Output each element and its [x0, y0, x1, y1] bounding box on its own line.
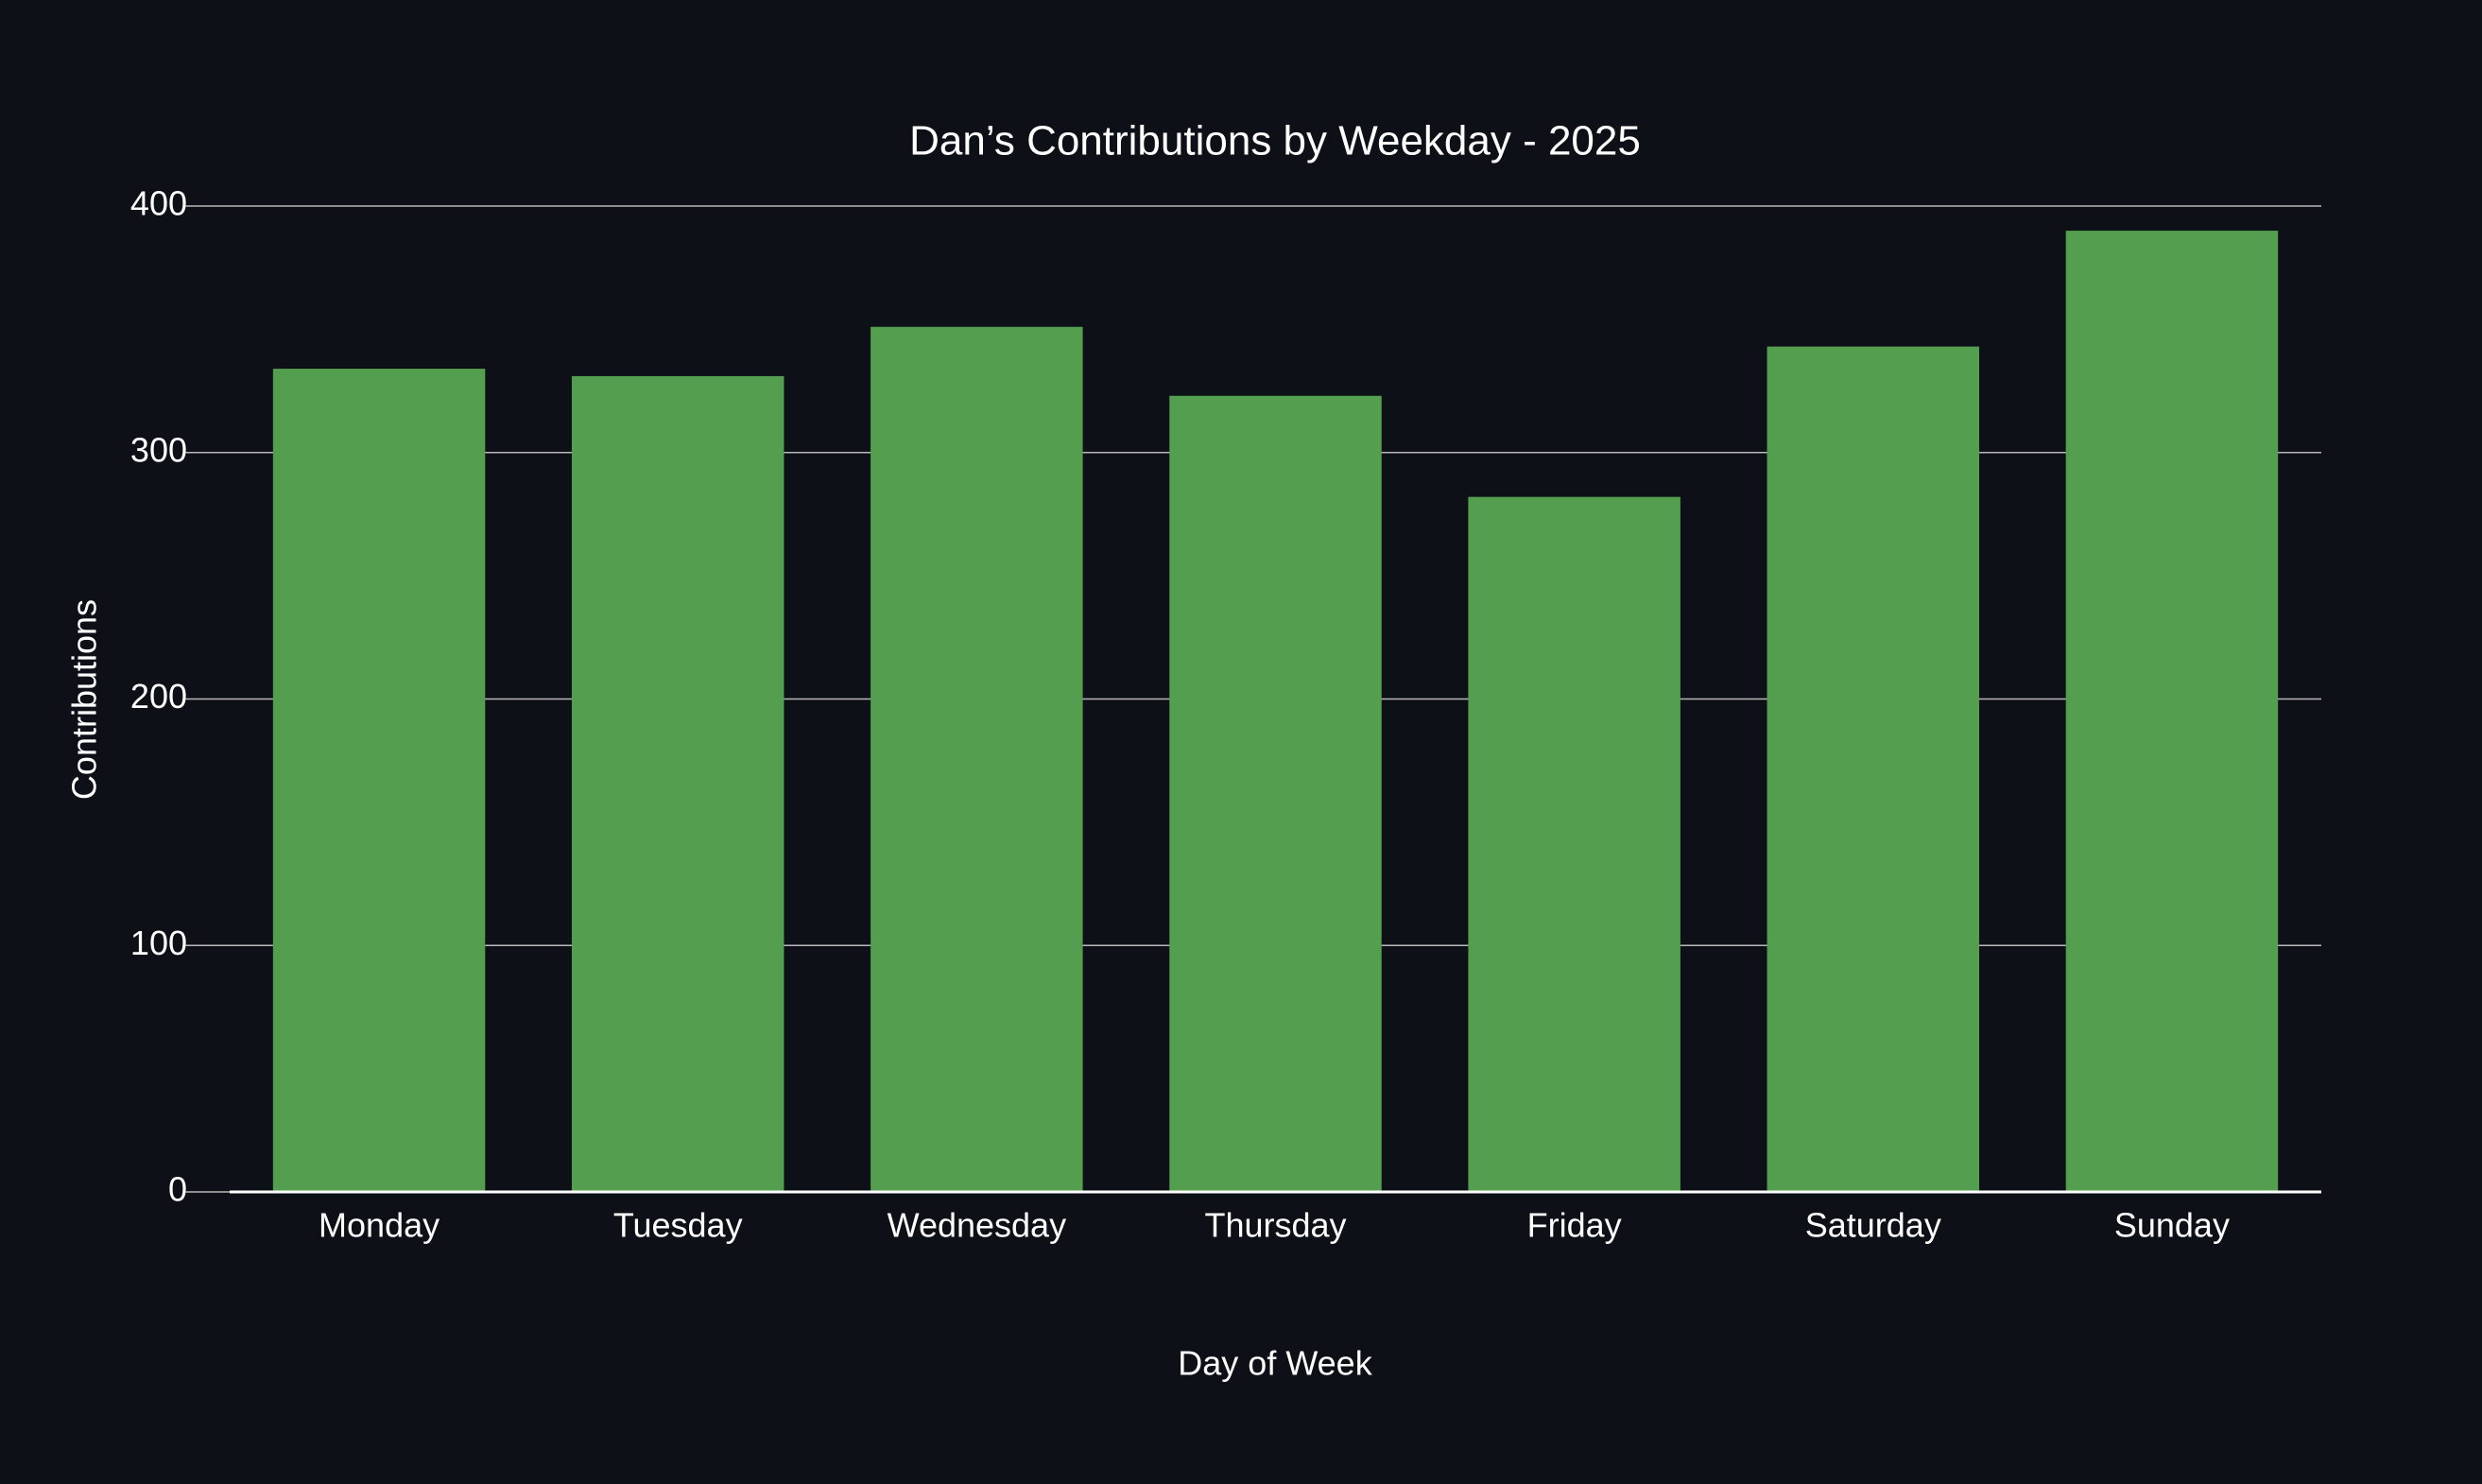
x-tick-label: Monday [319, 1206, 440, 1245]
bar [2065, 231, 2279, 1192]
x-tick-label: Wednesday [888, 1206, 1066, 1245]
bar [272, 369, 486, 1193]
x-tick-label: Saturday [1805, 1206, 1941, 1245]
bar [1169, 395, 1382, 1193]
y-tick-label: 400 [130, 184, 187, 223]
x-tick-label: Friday [1527, 1206, 1622, 1245]
chart-title: Dan’s Contributions by Weekday - 2025 [909, 118, 1641, 164]
x-axis-title: Day of Week [1178, 1344, 1372, 1383]
x-tick-label: Tuesday [613, 1206, 743, 1245]
y-tick-label: 300 [130, 430, 187, 469]
bar [1468, 496, 1681, 1192]
y-tick-label: 200 [130, 677, 187, 716]
bar [571, 375, 784, 1193]
x-tick-label: Thursday [1204, 1206, 1346, 1245]
y-axis-title: Contributions [65, 599, 104, 800]
bar [1767, 346, 1980, 1192]
bar [870, 326, 1083, 1193]
y-tick-label: 0 [168, 1170, 187, 1209]
x-tick-label: Sunday [2114, 1206, 2230, 1245]
y-tick-label: 100 [130, 923, 187, 962]
